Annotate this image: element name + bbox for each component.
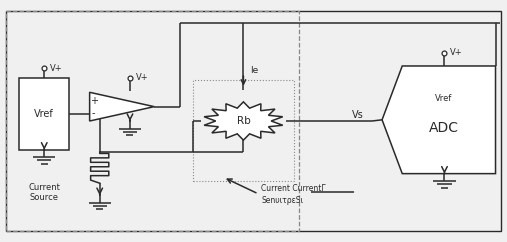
Text: Vs: Vs <box>352 110 364 120</box>
Text: Rb: Rb <box>237 116 250 126</box>
Polygon shape <box>90 92 154 121</box>
Text: Vref: Vref <box>435 94 453 103</box>
Text: +: + <box>90 96 98 106</box>
Polygon shape <box>382 66 495 174</box>
Text: -: - <box>92 108 95 118</box>
Text: V+: V+ <box>450 48 463 57</box>
Text: V+: V+ <box>135 73 148 83</box>
Text: ADC: ADC <box>429 121 459 136</box>
Text: Current CurrentΓ: Current CurrentΓ <box>261 184 325 193</box>
Text: Ie: Ie <box>250 66 258 75</box>
Text: V+: V+ <box>50 64 62 73</box>
Text: Vref: Vref <box>34 109 54 119</box>
Bar <box>7 11 299 231</box>
Bar <box>193 80 294 181</box>
Text: Current
Source: Current Source <box>28 183 60 203</box>
Bar <box>19 78 69 150</box>
Polygon shape <box>204 102 283 140</box>
Text: SenυιτρεSι: SenυιτρεSι <box>261 196 303 205</box>
